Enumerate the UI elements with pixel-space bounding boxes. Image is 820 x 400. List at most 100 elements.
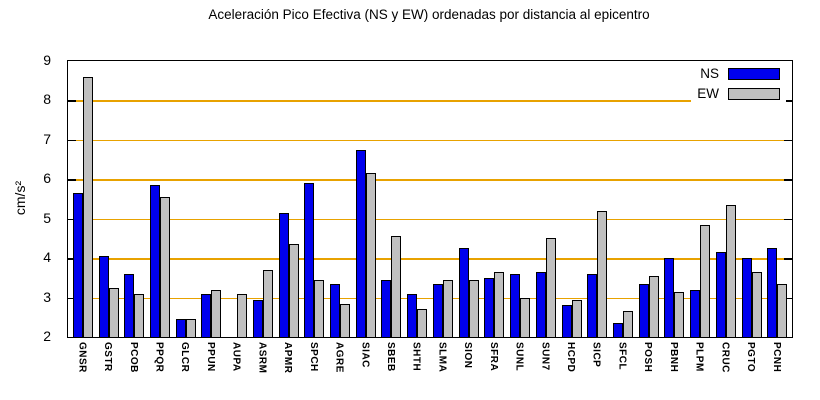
bar-ns-hcpd	[561, 305, 572, 337]
bar-group-aupa	[224, 61, 250, 337]
bar-ns-apmr	[278, 212, 289, 337]
legend: NS EW	[691, 63, 786, 104]
bar-ns-ppqr	[150, 185, 161, 337]
chart-title: Aceleración Pico Efectiva (NS y EW) orde…	[208, 7, 650, 22]
bar-ns-glcr	[175, 319, 186, 337]
x-label-slma: SLMA	[436, 342, 448, 373]
x-label-hcpd: HCPD	[565, 342, 577, 373]
x-label-cell-apmr: APMR	[275, 342, 301, 398]
bar-ew-gstr	[108, 287, 119, 337]
x-label-cell-pcob: PCOB	[120, 342, 146, 398]
bar-group-sfra	[482, 61, 508, 337]
x-label-cell-sfra: SFRA	[481, 342, 507, 398]
bar-ew-sbeb	[391, 236, 402, 337]
bar-ew-pgto	[751, 271, 762, 337]
x-label-cell-gnsr: GNSR	[69, 342, 95, 398]
bar-ew-pcnh	[777, 283, 788, 337]
y-tickmark	[784, 297, 792, 300]
x-label-sfra: SFRA	[487, 342, 499, 372]
bar-ns-asrm	[252, 299, 263, 337]
legend-swatch-ew	[728, 87, 780, 100]
x-label-cell-asrm: ASRM	[249, 342, 275, 398]
bar-group-pgto	[739, 61, 765, 337]
y-tick-labels: 9 8 7 6 5 4 3 2	[0, 52, 60, 344]
y-tickmark	[68, 218, 76, 221]
bar-group-posh	[636, 61, 662, 337]
bar-ew-asrm	[262, 269, 273, 337]
x-label-agre: AGRE	[333, 342, 345, 373]
bar-group-glcr	[173, 61, 199, 337]
y-tickmark	[68, 139, 76, 142]
bar-ns-spch	[304, 183, 315, 337]
bar-ew-slma	[442, 279, 453, 337]
bar-group-sfcl	[610, 61, 636, 337]
bar-ns-cruc	[715, 252, 726, 337]
legend-swatch-ns	[728, 67, 780, 80]
x-label-sun7: SUN7	[539, 342, 551, 371]
y-tick-6: 6	[43, 170, 51, 187]
x-label-cell-shth: SHTH	[403, 342, 429, 398]
gridline-7	[68, 139, 792, 142]
bar-group-sion	[456, 61, 482, 337]
bars-layer	[68, 61, 792, 337]
x-label-spch: SPCH	[307, 342, 319, 372]
bar-ew-plpm	[700, 224, 711, 337]
legend-label-ns: NS	[700, 66, 719, 81]
gridline-6	[68, 179, 792, 181]
x-label-cell-cruc: CRUC	[712, 342, 738, 398]
x-label-cell-pbnh: PBNH	[661, 342, 687, 398]
bar-ew-sun7	[545, 238, 556, 337]
x-label-pgto: PGTO	[745, 342, 757, 373]
x-label-sfcl: SFCL	[616, 342, 628, 371]
bar-group-gstr	[96, 61, 122, 337]
bar-ew-spch	[314, 279, 325, 337]
bar-ns-posh	[638, 283, 649, 337]
legend-entry-ew: EW	[697, 86, 780, 101]
bar-ns-sion	[458, 248, 469, 337]
bar-ew-sicp	[597, 210, 608, 337]
bar-ew-posh	[648, 275, 659, 337]
y-tickmark	[784, 139, 792, 142]
x-label-apmr: APMR	[282, 342, 294, 374]
x-label-glcr: GLCR	[179, 342, 191, 373]
bar-ew-sunl	[520, 297, 531, 337]
x-label-cell-pcnh: PCNH	[763, 342, 789, 398]
bar-ew-sfcl	[622, 311, 633, 337]
x-label-pcob: PCOB	[127, 342, 139, 373]
bar-ns-sun7	[535, 271, 546, 337]
x-label-gstr: GSTR	[102, 342, 114, 372]
x-label-siac: SIAC	[359, 342, 371, 368]
x-label-cruc: CRUC	[719, 342, 731, 373]
x-label-cell-sun7: SUN7	[532, 342, 558, 398]
x-label-cell-plpm: PLPM	[686, 342, 712, 398]
x-label-sicp: SICP	[590, 342, 602, 368]
x-label-cell-spch: SPCH	[300, 342, 326, 398]
x-label-cell-glcr: GLCR	[172, 342, 198, 398]
bar-ew-sfra	[494, 271, 505, 337]
bar-group-sun7	[533, 61, 559, 337]
gridline-8	[68, 100, 792, 102]
bar-ew-aupa	[237, 293, 248, 337]
bar-ns-gstr	[98, 256, 109, 337]
y-tickmark	[784, 179, 792, 181]
x-label-cell-sunl: SUNL	[506, 342, 532, 398]
y-tick-8: 8	[43, 91, 51, 108]
x-label-cell-gstr: GSTR	[95, 342, 121, 398]
x-label-cell-ppqr: PPQR	[146, 342, 172, 398]
bar-ns-siac	[355, 149, 366, 337]
bar-ew-pcob	[134, 293, 145, 337]
gridline-3	[68, 297, 792, 300]
x-label-cell-sion: SION	[455, 342, 481, 398]
legend-label-ew: EW	[697, 86, 719, 101]
x-label-sbeb: SBEB	[384, 342, 396, 372]
plot-area: NS EW	[67, 60, 793, 338]
bar-ns-agre	[330, 283, 341, 337]
bar-group-agre	[327, 61, 353, 337]
bar-group-cruc	[713, 61, 739, 337]
bar-ns-pbnh	[664, 258, 675, 337]
bar-group-gnsr	[70, 61, 96, 337]
bar-group-ppun	[199, 61, 225, 337]
bar-group-plpm	[687, 61, 713, 337]
x-label-plpm: PLPM	[693, 342, 705, 372]
x-label-cell-sbeb: SBEB	[378, 342, 404, 398]
